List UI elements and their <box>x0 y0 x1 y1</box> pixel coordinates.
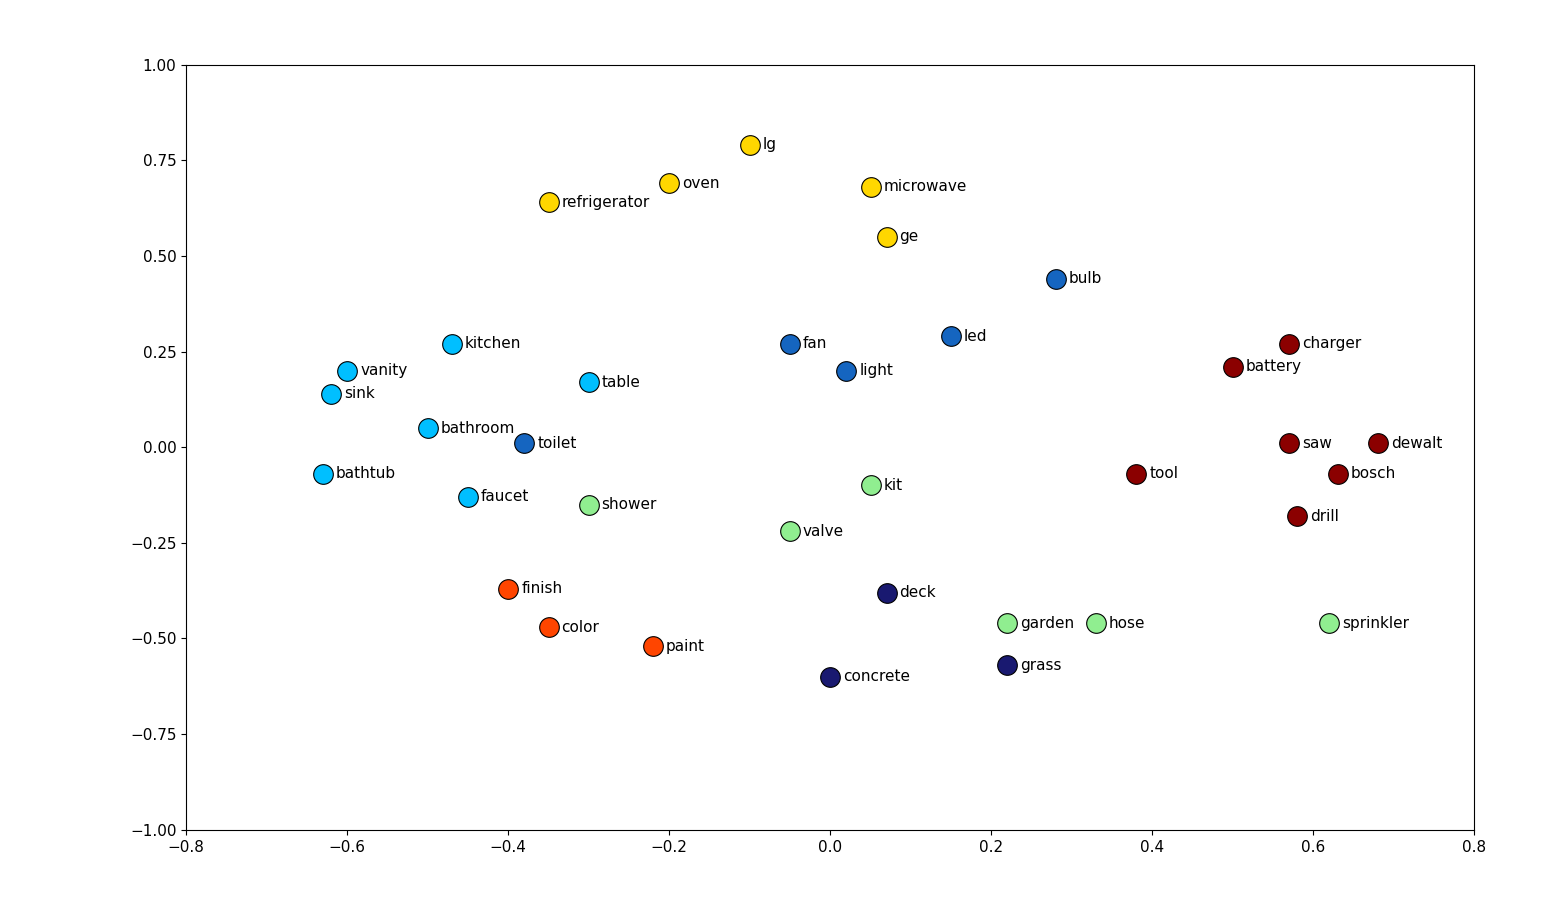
Text: paint: paint <box>666 639 705 654</box>
Point <box>335 363 360 378</box>
Point <box>1277 337 1302 351</box>
Text: fan: fan <box>802 337 827 351</box>
Point <box>858 180 883 195</box>
Point <box>1318 616 1342 631</box>
Point <box>1277 436 1302 451</box>
Point <box>1366 436 1391 451</box>
Point <box>1083 616 1108 631</box>
Text: microwave: microwave <box>883 180 967 195</box>
Text: bulb: bulb <box>1069 271 1102 287</box>
Point <box>778 337 802 351</box>
Text: drill: drill <box>1310 509 1339 524</box>
Point <box>995 658 1020 673</box>
Point <box>416 420 441 435</box>
Point <box>512 436 537 451</box>
Point <box>874 230 899 244</box>
Text: sink: sink <box>345 386 374 401</box>
Point <box>310 467 335 481</box>
Point <box>318 386 343 401</box>
Text: refrigerator: refrigerator <box>562 195 650 210</box>
Text: valve: valve <box>802 524 844 538</box>
Text: charger: charger <box>1302 337 1361 351</box>
Point <box>874 585 899 600</box>
Point <box>1124 467 1148 481</box>
Point <box>495 582 520 597</box>
Text: battery: battery <box>1246 360 1302 374</box>
Point <box>1043 271 1068 286</box>
Text: grass: grass <box>1020 657 1062 673</box>
Text: toilet: toilet <box>537 436 577 451</box>
Text: garden: garden <box>1020 616 1074 631</box>
Text: color: color <box>562 620 599 634</box>
Point <box>576 374 601 389</box>
Text: finish: finish <box>521 581 562 597</box>
Point <box>656 176 681 191</box>
Point <box>641 639 666 654</box>
Point <box>833 363 858 378</box>
Point <box>995 616 1020 631</box>
Point <box>1325 467 1350 481</box>
Point <box>858 478 883 492</box>
Text: tool: tool <box>1148 467 1178 481</box>
Text: table: table <box>602 374 641 390</box>
Text: bosch: bosch <box>1350 467 1395 481</box>
Text: led: led <box>964 329 987 344</box>
Text: bathtub: bathtub <box>335 467 396 481</box>
Text: kit: kit <box>883 478 903 493</box>
Point <box>439 337 464 351</box>
Text: sprinkler: sprinkler <box>1342 616 1409 631</box>
Text: faucet: faucet <box>481 490 529 504</box>
Point <box>535 195 560 209</box>
Text: light: light <box>860 363 894 378</box>
Text: deck: deck <box>900 585 936 600</box>
Point <box>939 329 964 344</box>
Point <box>818 669 843 684</box>
Point <box>737 137 762 152</box>
Text: oven: oven <box>683 176 720 191</box>
Point <box>1285 509 1310 524</box>
Point <box>576 497 601 512</box>
Text: kitchen: kitchen <box>464 337 521 351</box>
Text: ge: ge <box>900 230 919 244</box>
Text: concrete: concrete <box>843 669 909 684</box>
Text: hose: hose <box>1108 616 1145 631</box>
Text: shower: shower <box>602 497 656 512</box>
Text: saw: saw <box>1302 436 1332 451</box>
Text: bathroom: bathroom <box>441 420 515 435</box>
Point <box>456 490 481 504</box>
Point <box>778 524 802 538</box>
Text: dewalt: dewalt <box>1391 436 1442 451</box>
Point <box>1220 360 1245 374</box>
Point <box>535 620 560 634</box>
Text: vanity: vanity <box>360 363 407 378</box>
Text: lg: lg <box>762 137 776 152</box>
